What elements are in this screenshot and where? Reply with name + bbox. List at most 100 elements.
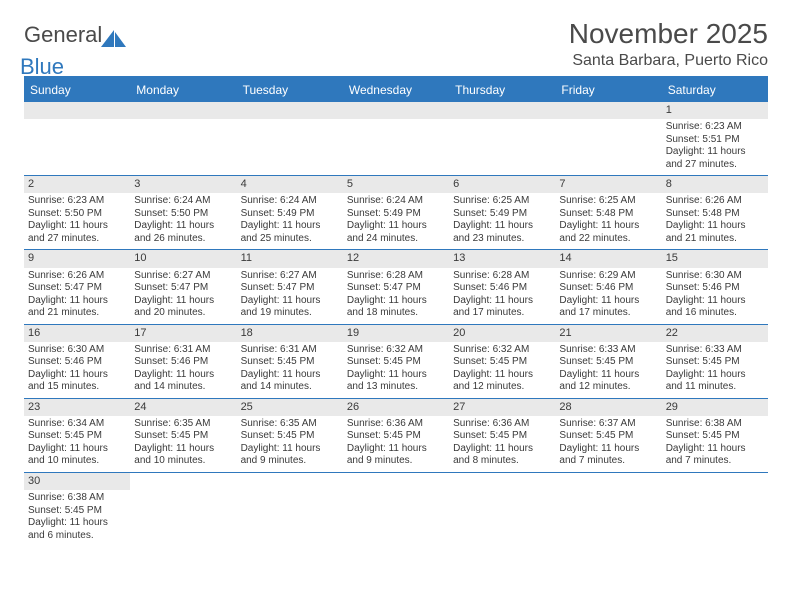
day-details: Sunrise: 6:23 AMSunset: 5:51 PMDaylight:… bbox=[662, 119, 768, 175]
day-number: 5 bbox=[343, 176, 449, 193]
day-number: 23 bbox=[24, 399, 130, 416]
day-number: 4 bbox=[237, 176, 343, 193]
calendar-cell: 27Sunrise: 6:36 AMSunset: 5:45 PMDayligh… bbox=[449, 398, 555, 472]
calendar-cell: 16Sunrise: 6:30 AMSunset: 5:46 PMDayligh… bbox=[24, 324, 130, 398]
day-details: Sunrise: 6:27 AMSunset: 5:47 PMDaylight:… bbox=[237, 268, 343, 324]
calendar-cell bbox=[237, 472, 343, 546]
day-details: Sunrise: 6:38 AMSunset: 5:45 PMDaylight:… bbox=[24, 490, 130, 546]
title-block: November 2025 Santa Barbara, Puerto Rico bbox=[569, 18, 768, 70]
calendar-cell bbox=[555, 102, 661, 176]
calendar-cell: 1Sunrise: 6:23 AMSunset: 5:51 PMDaylight… bbox=[662, 102, 768, 176]
day-number: 21 bbox=[555, 325, 661, 342]
day-details: Sunrise: 6:26 AMSunset: 5:47 PMDaylight:… bbox=[24, 268, 130, 324]
day-number: 26 bbox=[343, 399, 449, 416]
day-header: Tuesday bbox=[237, 77, 343, 102]
day-number: 22 bbox=[662, 325, 768, 342]
day-number: 14 bbox=[555, 250, 661, 267]
calendar-cell: 30Sunrise: 6:38 AMSunset: 5:45 PMDayligh… bbox=[24, 472, 130, 546]
calendar-cell: 2Sunrise: 6:23 AMSunset: 5:50 PMDaylight… bbox=[24, 176, 130, 250]
day-number: 8 bbox=[662, 176, 768, 193]
day-number: 19 bbox=[343, 325, 449, 342]
day-details: Sunrise: 6:36 AMSunset: 5:45 PMDaylight:… bbox=[343, 416, 449, 472]
calendar-cell: 21Sunrise: 6:33 AMSunset: 5:45 PMDayligh… bbox=[555, 324, 661, 398]
calendar-body: 1Sunrise: 6:23 AMSunset: 5:51 PMDaylight… bbox=[24, 102, 768, 546]
day-details: Sunrise: 6:24 AMSunset: 5:49 PMDaylight:… bbox=[343, 193, 449, 249]
day-details: Sunrise: 6:25 AMSunset: 5:49 PMDaylight:… bbox=[449, 193, 555, 249]
day-details: Sunrise: 6:27 AMSunset: 5:47 PMDaylight:… bbox=[130, 268, 236, 324]
calendar-cell: 25Sunrise: 6:35 AMSunset: 5:45 PMDayligh… bbox=[237, 398, 343, 472]
logo: General Blue bbox=[24, 18, 128, 68]
calendar-cell: 3Sunrise: 6:24 AMSunset: 5:50 PMDaylight… bbox=[130, 176, 236, 250]
day-number: 11 bbox=[237, 250, 343, 267]
calendar-cell: 22Sunrise: 6:33 AMSunset: 5:45 PMDayligh… bbox=[662, 324, 768, 398]
calendar-cell: 17Sunrise: 6:31 AMSunset: 5:46 PMDayligh… bbox=[130, 324, 236, 398]
day-details: Sunrise: 6:32 AMSunset: 5:45 PMDaylight:… bbox=[343, 342, 449, 398]
day-number: 27 bbox=[449, 399, 555, 416]
calendar-cell: 11Sunrise: 6:27 AMSunset: 5:47 PMDayligh… bbox=[237, 250, 343, 324]
day-number: 12 bbox=[343, 250, 449, 267]
calendar-cell bbox=[449, 102, 555, 176]
day-details: Sunrise: 6:34 AMSunset: 5:45 PMDaylight:… bbox=[24, 416, 130, 472]
day-header: Monday bbox=[130, 77, 236, 102]
calendar-cell: 24Sunrise: 6:35 AMSunset: 5:45 PMDayligh… bbox=[130, 398, 236, 472]
calendar-cell: 26Sunrise: 6:36 AMSunset: 5:45 PMDayligh… bbox=[343, 398, 449, 472]
day-details: Sunrise: 6:31 AMSunset: 5:45 PMDaylight:… bbox=[237, 342, 343, 398]
calendar-cell bbox=[555, 472, 661, 546]
calendar-cell: 13Sunrise: 6:28 AMSunset: 5:46 PMDayligh… bbox=[449, 250, 555, 324]
day-details: Sunrise: 6:38 AMSunset: 5:45 PMDaylight:… bbox=[662, 416, 768, 472]
calendar-cell: 6Sunrise: 6:25 AMSunset: 5:49 PMDaylight… bbox=[449, 176, 555, 250]
day-header: Wednesday bbox=[343, 77, 449, 102]
day-details: Sunrise: 6:28 AMSunset: 5:47 PMDaylight:… bbox=[343, 268, 449, 324]
day-details: Sunrise: 6:32 AMSunset: 5:45 PMDaylight:… bbox=[449, 342, 555, 398]
day-details: Sunrise: 6:24 AMSunset: 5:50 PMDaylight:… bbox=[130, 193, 236, 249]
day-number: 25 bbox=[237, 399, 343, 416]
day-details: Sunrise: 6:29 AMSunset: 5:46 PMDaylight:… bbox=[555, 268, 661, 324]
header-row: General Blue November 2025 Santa Barbara… bbox=[24, 18, 768, 70]
day-details: Sunrise: 6:28 AMSunset: 5:46 PMDaylight:… bbox=[449, 268, 555, 324]
day-number: 28 bbox=[555, 399, 661, 416]
calendar-cell bbox=[237, 102, 343, 176]
logo-text-blue: Blue bbox=[20, 54, 64, 79]
day-details: Sunrise: 6:23 AMSunset: 5:50 PMDaylight:… bbox=[24, 193, 130, 249]
day-details: Sunrise: 6:30 AMSunset: 5:46 PMDaylight:… bbox=[662, 268, 768, 324]
calendar-cell: 4Sunrise: 6:24 AMSunset: 5:49 PMDaylight… bbox=[237, 176, 343, 250]
day-number: 1 bbox=[662, 102, 768, 119]
day-number: 17 bbox=[130, 325, 236, 342]
day-details: Sunrise: 6:25 AMSunset: 5:48 PMDaylight:… bbox=[555, 193, 661, 249]
calendar-cell: 8Sunrise: 6:26 AMSunset: 5:48 PMDaylight… bbox=[662, 176, 768, 250]
sail-icon bbox=[100, 29, 128, 51]
day-number: 18 bbox=[237, 325, 343, 342]
day-number: 7 bbox=[555, 176, 661, 193]
calendar-cell: 23Sunrise: 6:34 AMSunset: 5:45 PMDayligh… bbox=[24, 398, 130, 472]
day-header: Saturday bbox=[662, 77, 768, 102]
day-details: Sunrise: 6:36 AMSunset: 5:45 PMDaylight:… bbox=[449, 416, 555, 472]
day-number: 6 bbox=[449, 176, 555, 193]
calendar-cell bbox=[130, 472, 236, 546]
calendar-cell: 5Sunrise: 6:24 AMSunset: 5:49 PMDaylight… bbox=[343, 176, 449, 250]
calendar-cell: 20Sunrise: 6:32 AMSunset: 5:45 PMDayligh… bbox=[449, 324, 555, 398]
day-number: 10 bbox=[130, 250, 236, 267]
calendar-cell: 7Sunrise: 6:25 AMSunset: 5:48 PMDaylight… bbox=[555, 176, 661, 250]
calendar-head: SundayMondayTuesdayWednesdayThursdayFrid… bbox=[24, 77, 768, 102]
day-number: 29 bbox=[662, 399, 768, 416]
calendar-cell: 14Sunrise: 6:29 AMSunset: 5:46 PMDayligh… bbox=[555, 250, 661, 324]
calendar-cell: 18Sunrise: 6:31 AMSunset: 5:45 PMDayligh… bbox=[237, 324, 343, 398]
calendar-cell: 28Sunrise: 6:37 AMSunset: 5:45 PMDayligh… bbox=[555, 398, 661, 472]
calendar-cell: 9Sunrise: 6:26 AMSunset: 5:47 PMDaylight… bbox=[24, 250, 130, 324]
day-number: 2 bbox=[24, 176, 130, 193]
day-number: 15 bbox=[662, 250, 768, 267]
calendar-cell bbox=[343, 102, 449, 176]
logo-text-general: General bbox=[24, 22, 102, 47]
calendar-cell: 10Sunrise: 6:27 AMSunset: 5:47 PMDayligh… bbox=[130, 250, 236, 324]
day-details: Sunrise: 6:31 AMSunset: 5:46 PMDaylight:… bbox=[130, 342, 236, 398]
day-number: 9 bbox=[24, 250, 130, 267]
day-header: Friday bbox=[555, 77, 661, 102]
calendar-cell: 15Sunrise: 6:30 AMSunset: 5:46 PMDayligh… bbox=[662, 250, 768, 324]
calendar-cell: 29Sunrise: 6:38 AMSunset: 5:45 PMDayligh… bbox=[662, 398, 768, 472]
day-details: Sunrise: 6:37 AMSunset: 5:45 PMDaylight:… bbox=[555, 416, 661, 472]
day-details: Sunrise: 6:33 AMSunset: 5:45 PMDaylight:… bbox=[662, 342, 768, 398]
day-number: 30 bbox=[24, 473, 130, 490]
day-details: Sunrise: 6:26 AMSunset: 5:48 PMDaylight:… bbox=[662, 193, 768, 249]
day-number: 20 bbox=[449, 325, 555, 342]
calendar-cell bbox=[343, 472, 449, 546]
